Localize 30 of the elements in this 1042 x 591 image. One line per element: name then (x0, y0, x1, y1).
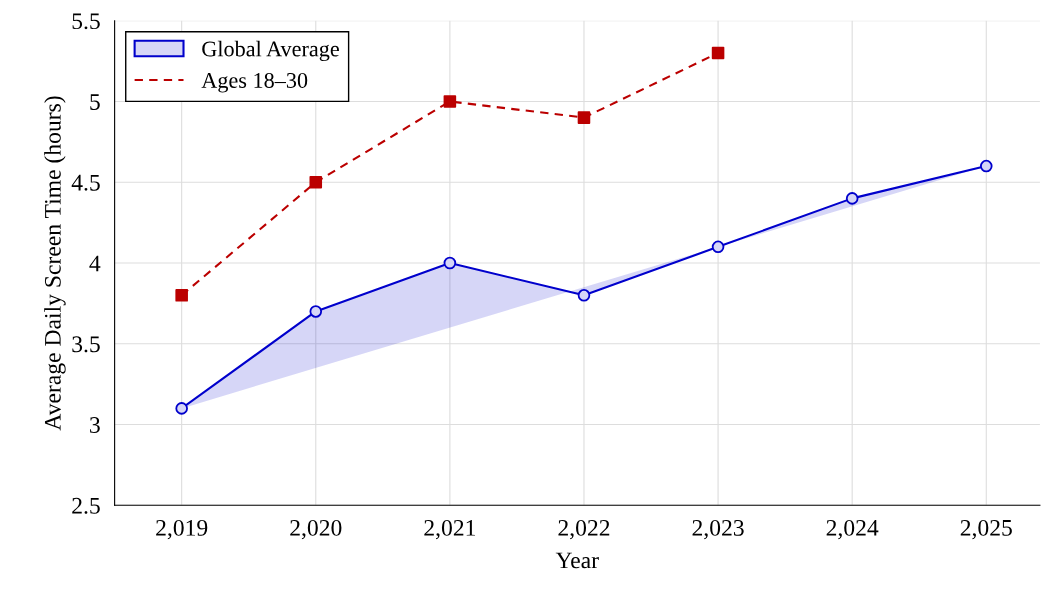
y-tick-label: 5.5 (72, 13, 100, 30)
legend-label: Ages 18–30 (201, 72, 308, 93)
point (845, 192, 859, 205)
point (711, 46, 725, 60)
point (175, 289, 188, 302)
y-tick-label: 3 (90, 417, 100, 433)
y-tick-label: 5 (90, 94, 100, 110)
legend-label: Global Average (202, 40, 339, 62)
point (979, 159, 993, 173)
x-tick-label: 2,021 (424, 519, 476, 540)
x-tick-label: 2,020 (290, 519, 342, 540)
point (309, 305, 323, 318)
x-tick-label: 2,023 (692, 519, 744, 540)
point (711, 240, 725, 254)
point (309, 175, 323, 189)
y-axis-title: Average Daily Screen Time (hours) (44, 96, 66, 431)
point (175, 402, 188, 415)
point (443, 256, 457, 270)
point (577, 289, 591, 302)
x-axis-title: Year (555, 552, 599, 569)
x-tick-label: 2,019 (156, 519, 208, 540)
x-tick-label: 2,025 (960, 519, 1012, 540)
point (577, 111, 591, 124)
y-tick-label: 4.5 (71, 174, 100, 191)
y-tick-label: 2.5 (72, 497, 100, 514)
y-tick-label: 3.5 (72, 336, 100, 353)
x-tick-label: 2,024 (826, 519, 879, 540)
point (443, 95, 457, 108)
x-tick-label: 2,022 (558, 519, 610, 540)
y-tick-label: 4 (89, 255, 101, 272)
